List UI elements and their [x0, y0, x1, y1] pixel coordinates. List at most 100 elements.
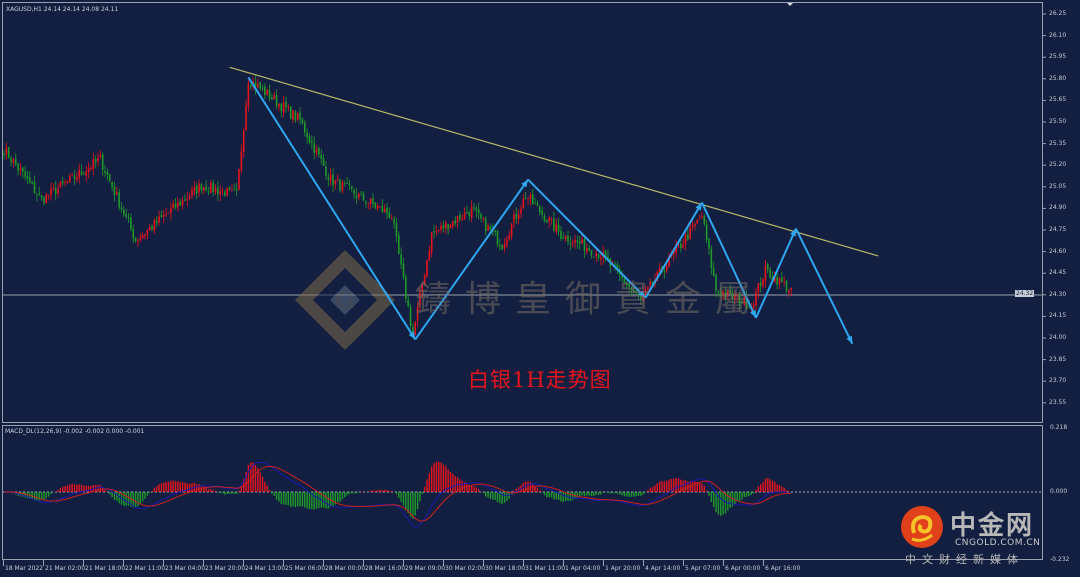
candle-body — [680, 243, 682, 248]
logo-subtitle: 中文财经新媒体 — [905, 553, 1024, 566]
candle-body — [724, 291, 727, 298]
candle-body — [705, 224, 708, 240]
candle-body — [374, 202, 377, 208]
price-tick: 26.10 — [1049, 31, 1067, 39]
candle-body — [120, 207, 123, 210]
candle-body — [336, 179, 339, 181]
candle-body — [57, 188, 59, 194]
candle-body — [116, 192, 118, 195]
candle-body — [348, 183, 351, 186]
candle-body — [214, 187, 217, 192]
price-tick: 23.85 — [1049, 355, 1067, 363]
candle-body — [541, 210, 543, 215]
candle-body — [207, 191, 210, 193]
candle-body — [482, 217, 485, 219]
candle-body — [581, 239, 583, 244]
candle-body — [360, 193, 362, 194]
candle-body — [407, 300, 409, 307]
time-tick: 28 Mar 16:00 — [365, 565, 406, 572]
time-tick: 21 Mar 02:00 — [45, 565, 86, 572]
candle-body — [708, 238, 710, 249]
arrow-head-icon — [790, 228, 796, 237]
signal-line — [3, 465, 792, 522]
candle-body — [386, 207, 388, 214]
candle-body — [43, 197, 45, 204]
candle-body — [543, 215, 546, 222]
candle-body — [90, 168, 92, 170]
candle-body — [682, 244, 684, 248]
candle-body — [731, 292, 734, 300]
candle-body — [228, 187, 231, 189]
candle-body — [503, 244, 506, 249]
price-tick: 25.80 — [1049, 74, 1067, 82]
candle-body — [217, 187, 219, 195]
candle-body — [539, 206, 541, 213]
candle-body — [14, 158, 17, 165]
candle-body — [405, 276, 407, 299]
candle-body — [264, 86, 266, 96]
candle-body — [29, 177, 31, 183]
candle-body — [36, 194, 38, 196]
candle-body — [790, 288, 793, 290]
candle-body — [104, 170, 106, 173]
candle-body — [188, 196, 191, 199]
candle-body — [644, 289, 647, 295]
candle-body — [734, 296, 736, 300]
candle-body — [282, 102, 285, 113]
candle-body — [489, 226, 492, 230]
candle-body — [304, 122, 306, 133]
candle-body — [722, 292, 724, 295]
candle-body — [590, 250, 593, 256]
candle-body — [421, 284, 424, 292]
candle-body — [445, 222, 447, 229]
symbol-info: XAGUSD,H1 24.14 24.14 24.08 24.11 — [6, 6, 119, 13]
candle-body — [668, 256, 670, 267]
candle-body — [224, 191, 226, 197]
candle-body — [651, 281, 654, 285]
candle-body — [437, 229, 440, 231]
candle-body — [106, 171, 109, 175]
candle-body — [205, 186, 207, 191]
candle-body — [266, 89, 268, 95]
candle-body — [499, 244, 501, 246]
candle-body — [247, 83, 250, 107]
candle-body — [776, 276, 778, 286]
candle-body — [5, 147, 8, 155]
candle-body — [38, 193, 41, 195]
candle-body — [158, 216, 160, 223]
candle-body — [69, 175, 71, 182]
candle-body — [97, 158, 99, 162]
candle-body — [461, 218, 464, 221]
candle-body — [419, 292, 421, 306]
candle-body — [108, 173, 111, 181]
candle-body — [510, 223, 513, 237]
time-tick: 21 Mar 18:00 — [85, 565, 126, 572]
candle-body — [52, 188, 55, 189]
candle-body — [555, 224, 558, 232]
candle-body — [628, 284, 630, 288]
candle-body — [395, 222, 398, 237]
arrow-head-icon — [408, 331, 416, 340]
candle-body — [71, 174, 73, 176]
candle-body — [517, 214, 520, 220]
candle-body — [759, 282, 762, 286]
candle-body — [578, 241, 581, 245]
candle-body — [318, 148, 320, 155]
candle-body — [564, 235, 567, 239]
time-tick: 4 Apr 14:00 — [645, 565, 681, 572]
candle-body — [557, 224, 560, 232]
candle-body — [604, 251, 607, 257]
candle-body — [315, 149, 318, 153]
candle-body — [24, 171, 26, 178]
time-tick: 28 Mar 00:00 — [325, 565, 366, 572]
candle-body — [7, 147, 10, 159]
price-tick: 25.65 — [1049, 96, 1067, 104]
watermark-logo-icon: G — [295, 250, 395, 350]
candle-body — [325, 166, 327, 176]
candle-body — [231, 189, 233, 191]
price-tick: 25.50 — [1049, 118, 1067, 125]
logo-domain: CNGOLD.COM.CN — [955, 538, 1041, 548]
candle-body — [529, 194, 532, 200]
candle-body — [153, 219, 156, 231]
